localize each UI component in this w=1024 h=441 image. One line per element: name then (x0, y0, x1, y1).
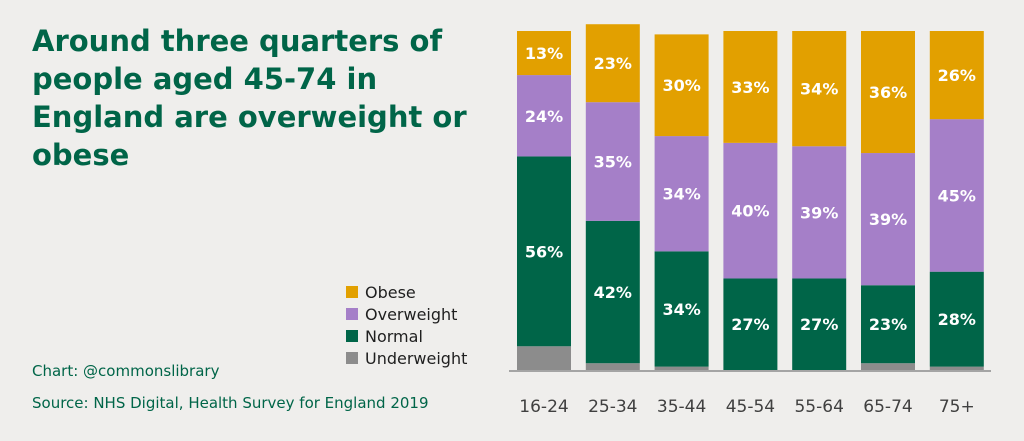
data-label-obese-45-54: 33% (731, 78, 769, 97)
data-label-overweight-25-34: 35% (594, 153, 632, 172)
bar-obese-55-64 (792, 31, 847, 147)
x-tick-label-16-24: 16-24 (519, 397, 568, 417)
legend-label-overweight: Overweight (365, 304, 458, 324)
data-label-overweight-65-74: 39% (869, 210, 907, 229)
x-tick-label-25-34: 25-34 (588, 397, 637, 417)
data-label-normal-35-44: 34% (662, 300, 700, 319)
bar-overweight-16-24 (517, 75, 571, 157)
data-label-normal-55-64: 27% (800, 315, 838, 334)
data-label-normal-16-24: 56% (525, 242, 563, 261)
x-tick-label-75+: 75+ (939, 397, 975, 417)
bar-normal-35-44 (654, 251, 709, 367)
data-label-normal-25-34: 42% (594, 283, 632, 302)
data-label-obese-75+: 26% (938, 66, 976, 85)
legend-label-normal: Normal (365, 326, 423, 346)
data-label-normal-45-54: 27% (731, 315, 769, 334)
bar-underweight-16-24 (517, 346, 571, 370)
bar-normal-75+ (929, 271, 984, 367)
x-tick-label-55-64: 55-64 (794, 397, 843, 417)
data-label-obese-65-74: 36% (869, 83, 907, 102)
chart-source: Source: NHS Digital, Health Survey for E… (32, 394, 429, 412)
bar-obese-75+ (929, 31, 984, 120)
legend-label-underweight: Underweight (365, 348, 468, 368)
bar-overweight-55-64 (792, 146, 847, 279)
bar-obese-35-44 (654, 34, 709, 137)
chart-title: Around three quarters of people aged 45-… (32, 24, 467, 172)
bar-underweight-75+ (929, 366, 984, 370)
bar-overweight-25-34 (585, 102, 640, 221)
x-tick-label-35-44: 35-44 (657, 397, 706, 417)
legend-swatch-obese (346, 286, 358, 298)
data-label-overweight-45-54: 40% (731, 202, 769, 221)
bar-underweight-25-34 (585, 363, 640, 370)
legend-item-overweight: Overweight (346, 303, 467, 325)
data-label-overweight-55-64: 39% (800, 203, 838, 222)
bar-normal-25-34 (585, 220, 640, 364)
legend-item-underweight: Underweight (346, 347, 467, 369)
bar-obese-65-74 (861, 31, 915, 154)
data-label-overweight-35-44: 34% (662, 185, 700, 204)
bar-normal-45-54 (723, 278, 778, 370)
data-label-normal-75+: 28% (938, 310, 976, 329)
chart-credit: Chart: @commonslibrary (32, 362, 220, 380)
legend-item-obese: Obese (346, 281, 467, 303)
data-label-overweight-75+: 45% (938, 186, 976, 205)
x-tick-label-65-74: 65-74 (863, 397, 912, 417)
bar-obese-16-24 (517, 31, 571, 76)
bar-obese-25-34 (585, 24, 640, 103)
bar-overweight-65-74 (861, 153, 915, 286)
bar-overweight-45-54 (723, 142, 778, 279)
data-label-obese-55-64: 34% (800, 80, 838, 99)
x-tick-label-45-54: 45-54 (726, 397, 775, 417)
bar-overweight-35-44 (654, 136, 709, 252)
legend-item-normal: Normal (346, 325, 467, 347)
data-label-obese-35-44: 30% (662, 76, 700, 95)
bar-underweight-65-74 (861, 363, 915, 370)
legend-label-obese: Obese (365, 282, 416, 302)
data-label-overweight-16-24: 24% (525, 107, 563, 126)
data-label-normal-65-74: 23% (869, 315, 907, 334)
bar-obese-45-54 (723, 31, 778, 143)
data-label-obese-16-24: 13% (525, 44, 563, 63)
bar-underweight-35-44 (654, 366, 709, 370)
bar-overweight-75+ (929, 119, 984, 272)
bar-normal-55-64 (792, 278, 847, 370)
data-label-obese-25-34: 23% (594, 54, 632, 73)
legend: Obese Overweight Normal Underweight (346, 281, 467, 369)
legend-swatch-underweight (346, 352, 358, 364)
legend-swatch-normal (346, 330, 358, 342)
bar-normal-16-24 (517, 156, 571, 347)
bar-normal-65-74 (861, 285, 915, 364)
legend-swatch-overweight (346, 308, 358, 320)
